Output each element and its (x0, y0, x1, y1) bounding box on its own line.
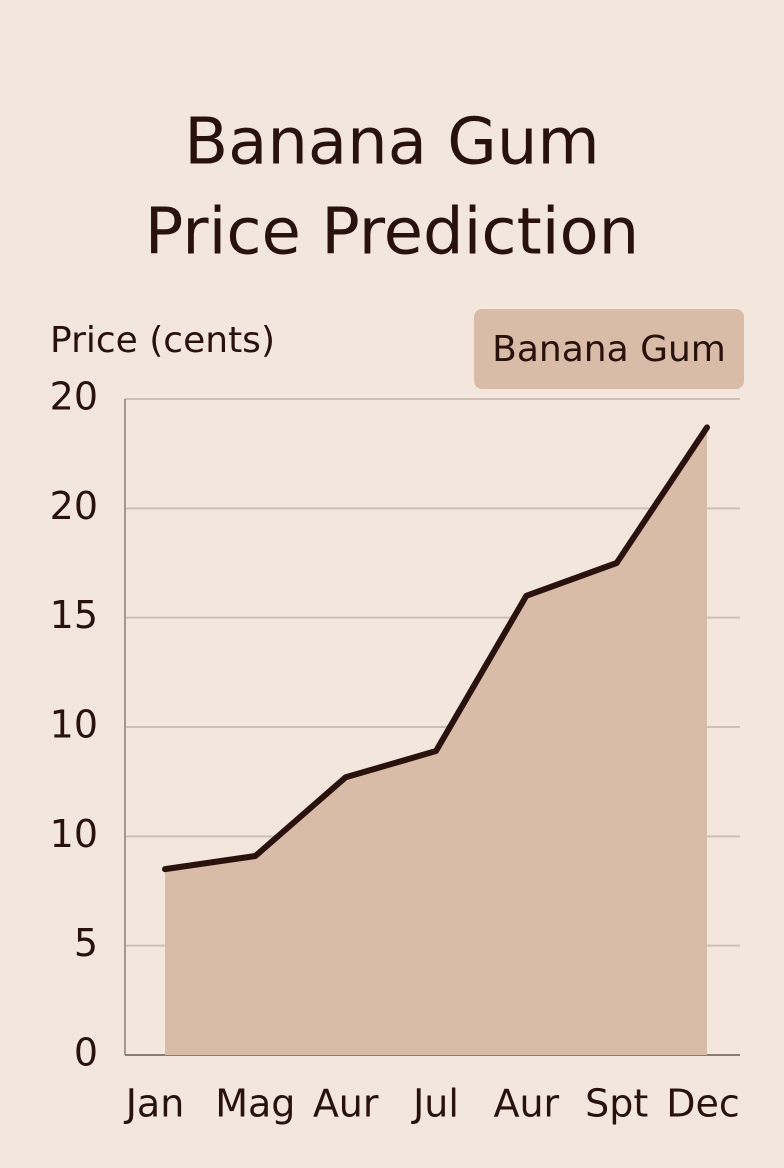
x-tick-label: Jan (124, 1082, 185, 1126)
y-tick-label: 20 (50, 484, 98, 528)
y-tick-label: 5 (74, 921, 98, 965)
chart-title: Banana Gum (184, 106, 600, 180)
x-tick-label: Aur (313, 1082, 379, 1126)
legend-box (474, 309, 744, 389)
legend-label: Banana Gum (492, 329, 726, 370)
x-tick-label: Aur (493, 1082, 559, 1126)
y-tick-label: 10 (50, 703, 98, 747)
chart-title: Price Prediction (145, 196, 639, 270)
y-tick-label: 0 (74, 1031, 98, 1075)
x-tick-label: Mag (215, 1082, 295, 1126)
line (162, 424, 710, 873)
y-axis-label: Price (cents) (50, 320, 275, 361)
y-tick-label: 20 (50, 375, 98, 419)
area (165, 427, 707, 1056)
x-tick-label: Spt (585, 1082, 648, 1126)
x-tick-label: Jul (411, 1082, 459, 1126)
y-tick-label: 10 (50, 812, 98, 856)
y-tick-label: 15 (50, 593, 98, 637)
x-tick-label: Dec (666, 1082, 740, 1126)
